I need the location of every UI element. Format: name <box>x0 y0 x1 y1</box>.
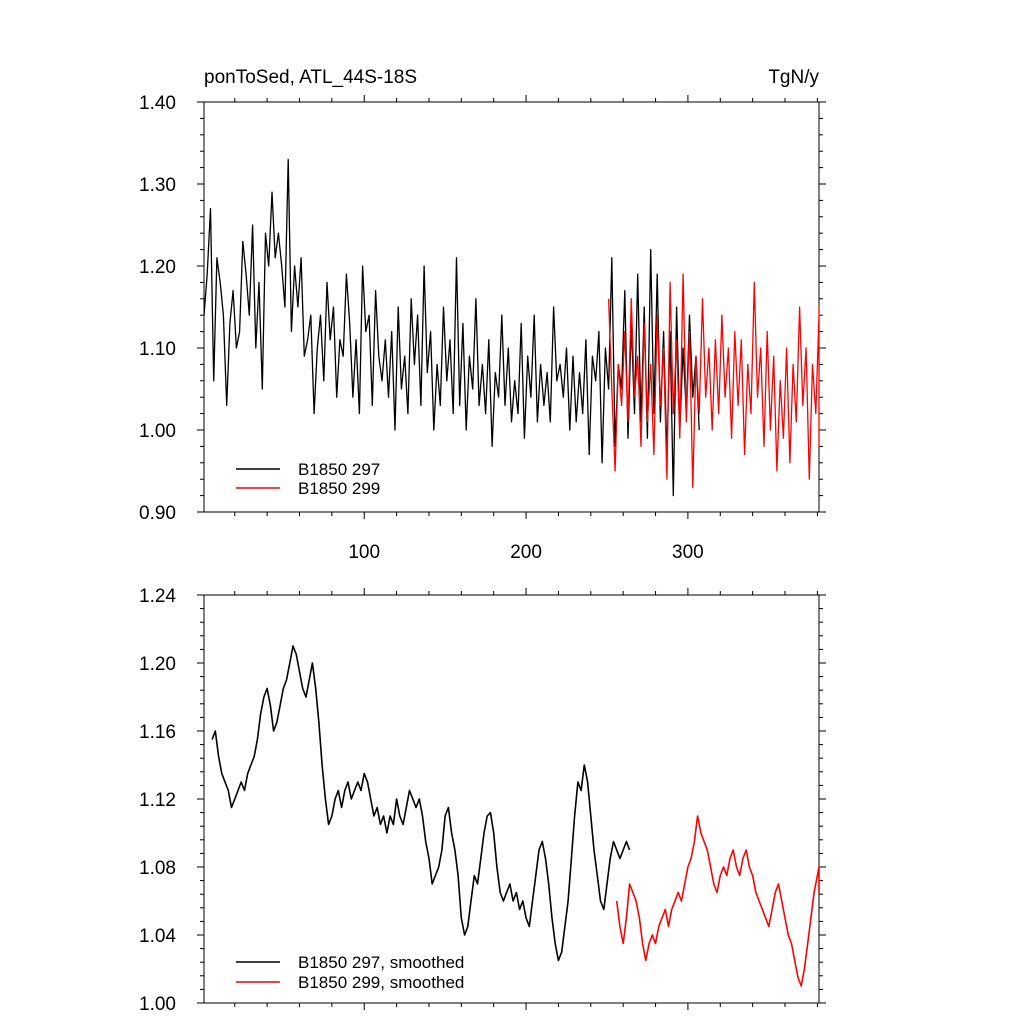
top-chart-title: ponToSed, ATL_44S-18S <box>204 67 417 88</box>
top-legend-label-2: B1850 299 <box>298 479 380 498</box>
bottom-series-line-1 <box>211 645 631 962</box>
bottom-y-tick-label: 1.08 <box>139 858 176 879</box>
bottom-y-tick-label: 1.04 <box>139 926 176 947</box>
top-chart-units: TgN/y <box>768 67 819 88</box>
top-x-tick-label: 100 <box>348 542 380 563</box>
top-y-tick-label: 1.20 <box>139 257 176 278</box>
top-series-line-2 <box>607 273 820 489</box>
top-panel: ponToSed, ATL_44S-18S TgN/y 0.90 1.00 1.10… <box>139 67 826 563</box>
top-series-line-1 <box>203 158 700 497</box>
bottom-y-tick-label: 1.20 <box>139 654 176 675</box>
top-plot-frame <box>203 101 820 513</box>
top-y-tick-label: 1.10 <box>139 339 176 360</box>
top-x-tick-label: 200 <box>510 542 542 563</box>
bottom-y-tick-label: 1.00 <box>139 994 176 1015</box>
top-y-tick-label: 0.90 <box>139 503 176 524</box>
top-y-tick-label: 1.40 <box>139 93 176 114</box>
top-legend-label-1: B1850 297 <box>298 460 380 479</box>
top-y-tick-label: 1.00 <box>139 421 176 442</box>
bottom-y-tick-label: 1.12 <box>139 790 176 811</box>
top-y-tick-label: 1.30 <box>139 175 176 196</box>
bottom-y-tick-label: 1.24 <box>139 586 176 607</box>
bottom-legend-label-2: B1850 299, smoothed <box>298 973 464 992</box>
bottom-series-line-2 <box>615 815 820 987</box>
bottom-panel: 1.00 1.04 1.08 1.12 1.16 1.20 1.24 B1850 297, s… <box>139 586 826 1015</box>
top-x-tick-label: 300 <box>672 542 704 563</box>
bottom-y-tick-label: 1.16 <box>139 722 176 743</box>
bottom-legend-label-1: B1850 297, smoothed <box>298 953 464 972</box>
